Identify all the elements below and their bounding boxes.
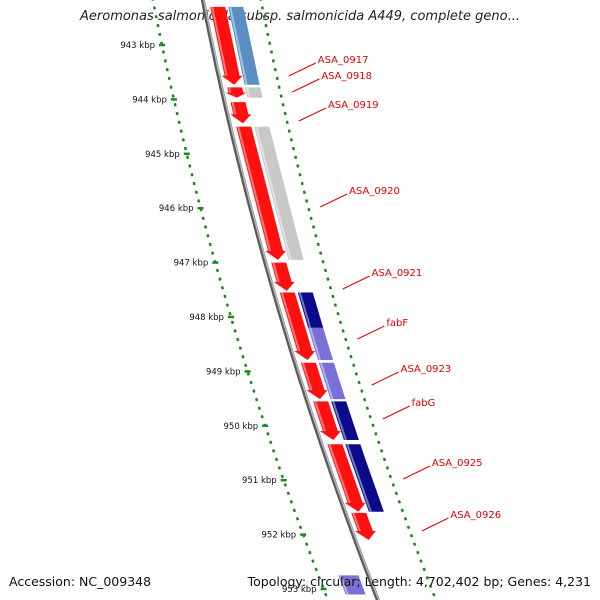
gene-label[interactable]: ASA_0921 — [372, 268, 423, 279]
gene-leader-line — [342, 275, 370, 290]
gene-leader-line — [298, 107, 327, 122]
feature-block-shade — [298, 292, 312, 329]
gene-arrow-shade — [211, 6, 228, 76]
backbone-highlight — [203, 0, 380, 600]
kbp-tick-label: 948 kbp — [189, 313, 224, 323]
feature-block-shade — [332, 401, 347, 441]
gene-arrow-shade — [328, 443, 351, 504]
accession-text: Accession: NC_009348 — [9, 574, 152, 589]
gene-leader-line — [421, 517, 449, 532]
gene-label[interactable]: ASA_0926 — [450, 510, 501, 521]
feature-block-shade — [309, 327, 321, 361]
gene-label[interactable]: fabF — [386, 318, 408, 329]
gene-track — [210, 6, 376, 541]
feature-block[interactable] — [297, 292, 324, 328]
map-title: Aeromonas salmonicida subsp. salmonicida… — [80, 9, 520, 24]
kbp-tick-label: 950 kbp — [224, 422, 259, 432]
feature-block[interactable] — [318, 362, 346, 400]
feature-block[interactable] — [331, 401, 359, 440]
gene-arrow[interactable] — [210, 6, 243, 85]
outer-guide-line — [259, 0, 438, 600]
gene-arrow-shade — [272, 262, 280, 283]
gene-label-layer: ASA_0917 ASA_0918 ASA_0919 ASA_0920 ASA_0921… — [288, 55, 501, 532]
feature-block[interactable] — [254, 126, 304, 260]
gene-arrow-shade — [301, 362, 313, 391]
gene-arrow[interactable] — [313, 401, 341, 440]
gene-leader-line — [292, 78, 320, 93]
genome-summary-text: Topology: circular; Length: 4,702,402 bp… — [247, 574, 591, 589]
feature-block[interactable] — [350, 458, 384, 512]
kbp-tick-label: 953 kbp — [282, 585, 317, 595]
gene-arrow-shade — [280, 292, 301, 352]
feature-block-shade — [246, 87, 251, 98]
gene-label[interactable]: ASA_0917 — [318, 55, 369, 66]
gene-arrow[interactable] — [327, 444, 366, 512]
kbp-tick-label: 944 kbp — [132, 95, 167, 105]
kbp-tick-label: 951 kbp — [242, 476, 277, 486]
kbp-tick-label: 943 kbp — [120, 41, 155, 51]
gene-arrow[interactable] — [279, 292, 316, 360]
gene-leader-line — [371, 371, 399, 386]
gene-leader-line — [403, 465, 431, 480]
gene-arrow[interactable] — [236, 126, 287, 260]
kbp-tick-label: 952 kbp — [262, 531, 297, 541]
gene-label[interactable]: ASA_0923 — [401, 364, 452, 375]
gene-arrow-shade — [352, 512, 361, 532]
gene-label[interactable]: ASA_0925 — [432, 458, 483, 469]
gene-arrow[interactable] — [230, 102, 252, 124]
feature-block-shade — [255, 126, 292, 261]
kbp-tick-label: 945 kbp — [145, 150, 180, 160]
gene-label[interactable]: ASA_0919 — [328, 100, 379, 111]
feature-block-shade — [351, 458, 372, 513]
gene-arrow[interactable] — [300, 362, 328, 400]
feature-block[interactable] — [245, 87, 263, 98]
feature-block-shade — [346, 443, 354, 459]
feature-block[interactable] — [338, 575, 366, 595]
gene-arrow[interactable] — [225, 87, 247, 98]
gene-arrow[interactable] — [351, 512, 376, 541]
kbp-tick-label: 947 kbp — [174, 259, 209, 269]
gene-leader-line — [320, 193, 348, 208]
genome-backbone — [200, 0, 381, 600]
gene-leader-line — [382, 405, 410, 420]
gene-arrow-shade — [231, 101, 237, 115]
backbone-line — [200, 0, 381, 600]
feature-block[interactable] — [228, 6, 260, 85]
feature-block[interactable] — [345, 444, 366, 459]
feature-block-shade — [229, 6, 248, 85]
gene-label[interactable]: ASA_0920 — [349, 186, 400, 197]
kbp-tick-label: 946 kbp — [159, 204, 194, 214]
gene-arrow-shade — [314, 401, 326, 432]
gene-arrow-shade — [228, 87, 232, 93]
gene-label[interactable]: ASA_0918 — [321, 71, 372, 82]
outer-feature-track — [228, 6, 384, 595]
kbp-ruler: 943 kbp 944 kbp 945 kbp 946 kbp 947 kbp 948 k… — [120, 0, 438, 600]
gene-leader-line — [288, 62, 317, 77]
kbp-tick-label: 949 kbp — [206, 367, 241, 377]
feature-block-shade — [339, 575, 349, 595]
gene-leader-line — [357, 325, 385, 340]
feature-block[interactable] — [308, 327, 334, 360]
ruler-dotted-line — [151, 0, 330, 600]
feature-block-shade — [319, 362, 334, 400]
gene-label[interactable]: fabG — [412, 398, 436, 409]
gene-arrow[interactable] — [271, 262, 295, 291]
gene-arrow-shade — [237, 126, 271, 252]
